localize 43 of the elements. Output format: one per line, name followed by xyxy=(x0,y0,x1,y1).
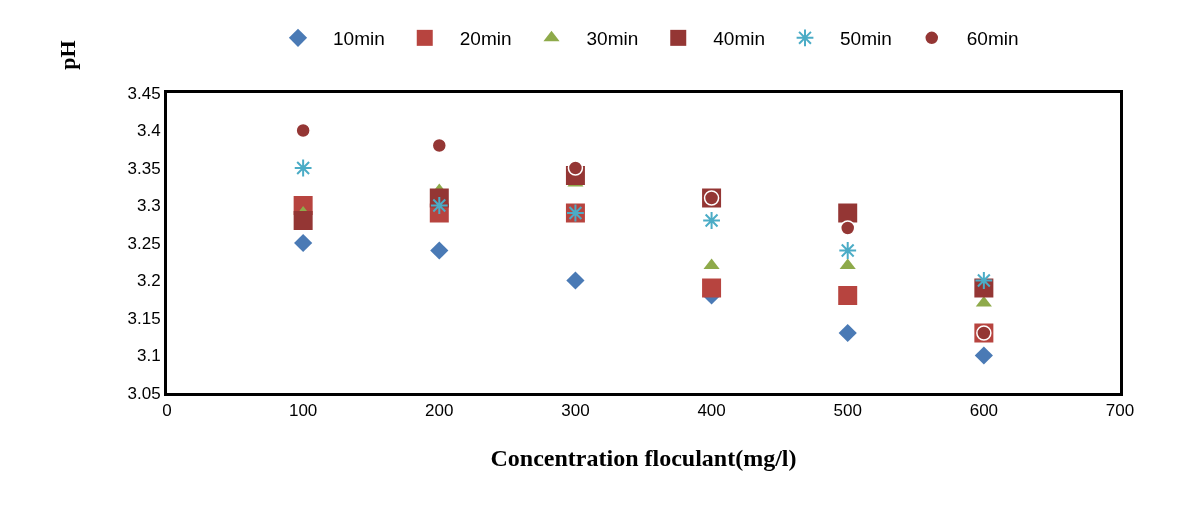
x-tick-label: 600 xyxy=(969,401,999,421)
point xyxy=(838,203,858,223)
point xyxy=(702,278,722,298)
point xyxy=(566,271,585,290)
x-tick-label: 200 xyxy=(425,401,454,421)
legend-label: 60min xyxy=(966,28,1019,50)
point xyxy=(838,241,858,260)
point xyxy=(567,160,584,176)
point xyxy=(294,233,313,253)
point xyxy=(430,241,449,260)
x-tick-label: 500 xyxy=(833,401,862,421)
y-tick-label: 3.4 xyxy=(136,121,161,141)
point xyxy=(838,286,858,305)
point xyxy=(293,211,313,230)
point xyxy=(429,196,449,215)
x-tick-label: 700 xyxy=(1105,401,1135,421)
x-tick-label: 400 xyxy=(697,401,726,421)
point xyxy=(974,346,993,365)
legend-label: 30min xyxy=(586,28,639,50)
point xyxy=(293,158,313,178)
point xyxy=(702,211,721,230)
y-tick-label: 3.2 xyxy=(136,271,161,291)
legend-label: 10min xyxy=(333,28,385,50)
y-tick-label: 3.05 xyxy=(127,383,161,403)
y-tick-label: 3.25 xyxy=(127,233,161,253)
y-tick-label: 3.1 xyxy=(136,346,161,366)
y-tick-label: 3.3 xyxy=(136,196,161,216)
x-axis-title: Concentration floculant(mg/l) xyxy=(490,444,797,471)
y-tick-label: 3.15 xyxy=(127,308,161,328)
point xyxy=(295,122,311,139)
x-tick-label: 100 xyxy=(288,401,318,421)
point xyxy=(431,137,448,154)
x-tick-label: 300 xyxy=(561,401,590,421)
x-tick-label: 0 xyxy=(162,401,172,421)
point xyxy=(974,271,994,290)
y-tick-label: 3.35 xyxy=(127,158,161,178)
y-tick-label: 3.45 xyxy=(127,83,161,103)
legend-label: 50min xyxy=(840,28,892,50)
y-axis-title: pH xyxy=(54,40,80,70)
point xyxy=(838,323,857,343)
legend-label: 20min xyxy=(459,28,512,50)
legend-label: 40min xyxy=(713,28,765,50)
point xyxy=(839,220,856,236)
